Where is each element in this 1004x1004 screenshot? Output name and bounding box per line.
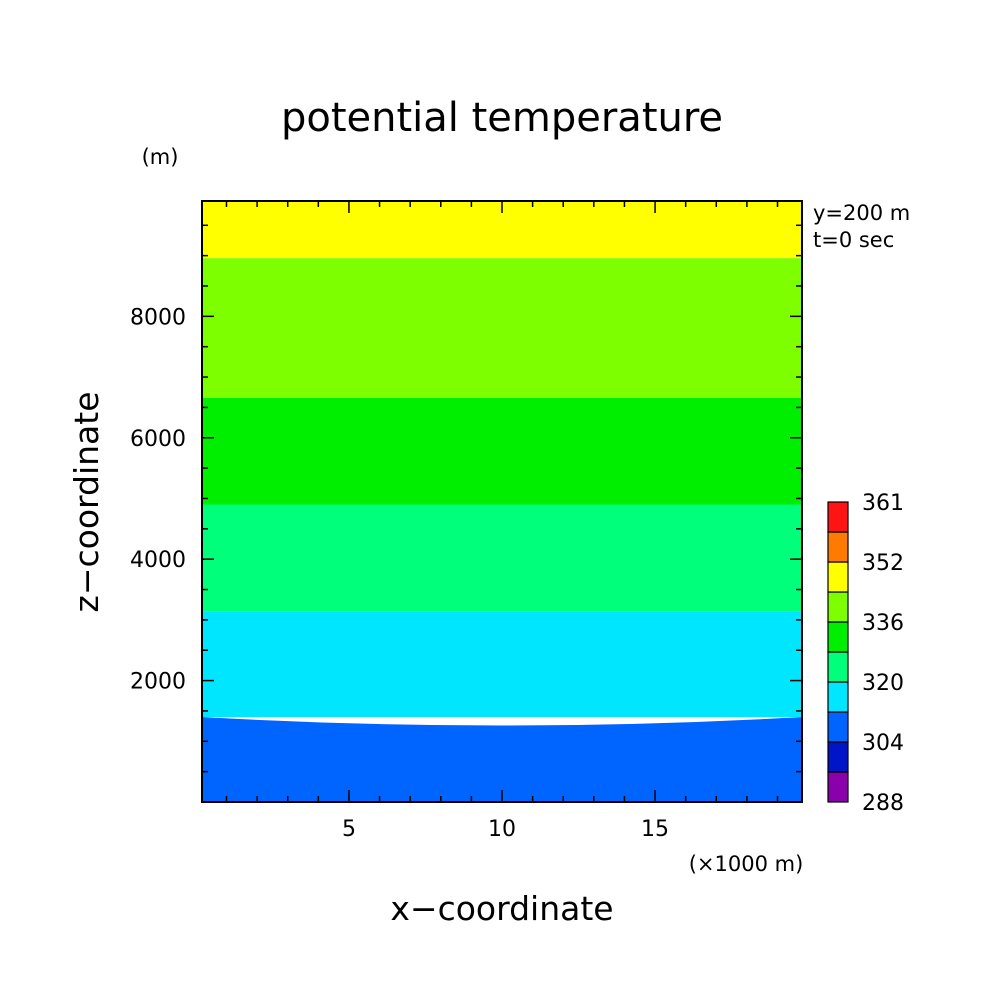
contour-band-3 bbox=[202, 397, 802, 505]
colorbar bbox=[827, 501, 849, 803]
colorbar-label: 361 bbox=[862, 491, 904, 516]
colorbar-label: 288 bbox=[862, 791, 904, 816]
y-axis-title: z−coordinate bbox=[67, 392, 106, 613]
x-tick-label: 10 bbox=[488, 817, 516, 842]
colorbar-label: 304 bbox=[862, 731, 904, 756]
colorbar-segment bbox=[827, 561, 849, 593]
contour-band-5 bbox=[202, 201, 802, 259]
contour-band-4 bbox=[202, 258, 802, 398]
colorbar-segment bbox=[827, 681, 849, 713]
y-tick-label: 4000 bbox=[130, 548, 186, 573]
y-tick-label: 8000 bbox=[130, 305, 186, 330]
colorbar-label: 352 bbox=[862, 551, 904, 576]
x-axis-title: x−coordinate bbox=[390, 889, 613, 928]
colorbar-segment bbox=[827, 501, 849, 533]
run-info: y=200 m t=0 sec bbox=[813, 201, 910, 252]
y-tick-label: 6000 bbox=[130, 427, 186, 452]
colorbar-segment bbox=[827, 651, 849, 683]
contour-band-0 bbox=[202, 717, 802, 802]
y-tick-label: 2000 bbox=[130, 670, 186, 695]
x-unit-label: (×1000 m) bbox=[689, 852, 804, 876]
colorbar-segment bbox=[827, 771, 849, 803]
plot-frame bbox=[201, 200, 803, 803]
y-tick-labels: 2000 4000 6000 8000 bbox=[130, 305, 186, 694]
colorbar-label: 336 bbox=[862, 611, 904, 636]
info-line: t=0 sec bbox=[813, 228, 894, 252]
y-unit-label: (m) bbox=[142, 145, 179, 169]
colorbar-label: 320 bbox=[862, 671, 904, 696]
contour-bands bbox=[202, 201, 802, 802]
contour-band-1 bbox=[202, 611, 802, 718]
colorbar-labels: 288 304 320 336 352 361 bbox=[862, 491, 904, 816]
info-line: y=200 m bbox=[813, 201, 910, 225]
x-tick-labels: 5 10 15 bbox=[342, 817, 669, 842]
chart-title: potential temperature bbox=[281, 95, 723, 141]
colorbar-segment bbox=[827, 531, 849, 563]
colorbar-segment bbox=[827, 591, 849, 623]
colorbar-segment bbox=[827, 741, 849, 773]
x-tick-label: 5 bbox=[342, 817, 356, 842]
contour-band-2 bbox=[202, 504, 802, 612]
colorbar-segment bbox=[827, 621, 849, 653]
x-tick-label: 15 bbox=[641, 817, 669, 842]
colorbar-segment bbox=[827, 711, 849, 743]
